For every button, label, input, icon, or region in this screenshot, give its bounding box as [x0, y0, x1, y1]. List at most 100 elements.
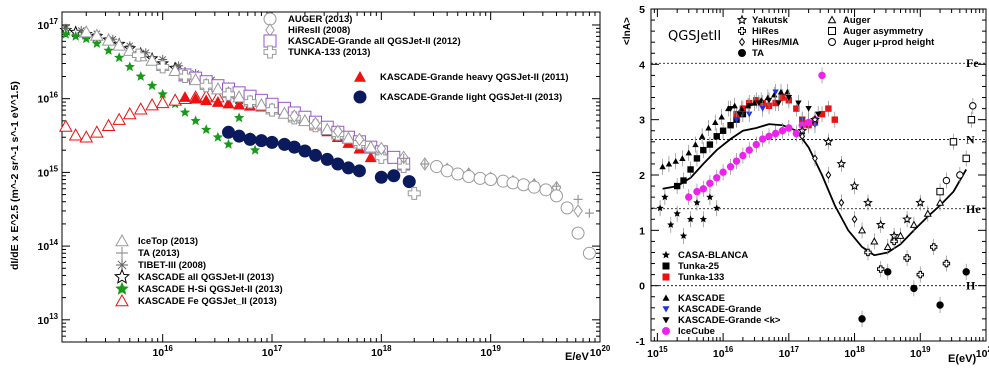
yakutsk-point [863, 197, 873, 207]
legend-entry: IceCube [678, 326, 715, 337]
flux-plot-frame [61, 11, 601, 343]
kascade-grande-light-qgsjet-ii-2013-point [387, 169, 401, 183]
tunka-133-2013-point [178, 69, 192, 83]
icetop-2013-point [79, 25, 94, 38]
kascade-h-si-qgsjet-ii-2013-point [114, 52, 125, 63]
auger-2013-point [560, 201, 574, 215]
tibet-iii-2008-point [174, 61, 184, 71]
icetop-2013-point [112, 38, 127, 51]
kascade-h-si-qgsjet-ii-2013-point [81, 33, 92, 44]
kascade-h-si-qgsjet-ii-2013-point [124, 61, 135, 72]
icecube-point [778, 127, 787, 135]
lnA-plot-frame [650, 8, 987, 342]
kascade-grande-heavy-qgsjet-ii-2011-point [364, 151, 377, 163]
kascade-grande-heavy-qgsjet-ii-2011-point [233, 98, 246, 110]
legend-marker [738, 49, 746, 57]
tunka-25-point [680, 177, 687, 184]
legend-marker [115, 293, 129, 307]
hires-point [877, 265, 885, 273]
kascade-grande-light-qgsjet-ii-2013-point [254, 134, 268, 148]
kascade-fe-qgsjet-ii-2013-point [145, 98, 159, 111]
legend-marker [662, 262, 670, 270]
kascade-fe-qgsjet-ii-2013-point [58, 119, 73, 132]
y-tick-label: 0 [639, 281, 645, 293]
flux-y-axis-label: dI/dE x E^2.5 (m^-2 sr^-1 s^-1 eV^1.5) [9, 81, 21, 270]
legend-marker [828, 27, 836, 35]
legend-marker [738, 37, 746, 47]
legend-marker [662, 250, 670, 259]
icetop-2013-point [90, 28, 104, 41]
casa-blanca-point [673, 209, 681, 217]
kascade-fe-qgsjet-ii-2013-point [101, 118, 116, 132]
legend-entry: Tunka-25 [678, 261, 720, 272]
model-label: QGSJetII [668, 29, 721, 44]
legend-entry: TIBET-III (2008) [138, 260, 206, 271]
legend-marker [828, 38, 836, 46]
kascade-grande-k-point [815, 111, 822, 118]
legend-marker [662, 327, 670, 335]
tunka-133-point [818, 110, 826, 118]
ta-2013-point [420, 159, 430, 169]
icecube-point [745, 146, 753, 154]
legend-entry: TUNKA-133 (2013) [288, 47, 370, 58]
ta-point [884, 268, 892, 276]
kascade-point [718, 113, 725, 120]
tunka-25-point [706, 141, 714, 148]
auger-2013-point [451, 167, 465, 181]
kascade-point [705, 124, 712, 131]
kascade-grande-point [759, 106, 766, 112]
lnA-panel: -1 0 1 2 3 4 5 1015 1016 1017 1018 1019 1020 Fe N He H E… [622, 4, 989, 365]
kascade-point [698, 133, 706, 139]
legend-marker [265, 23, 275, 37]
kascade-grande-k-point [736, 111, 744, 118]
kascade-grande-k-point [795, 100, 802, 107]
legend-marker [662, 306, 670, 313]
kascade-grande-k-point [785, 94, 793, 101]
auger-asymmetry-point [962, 154, 970, 163]
kascade-grande-light-qgsjet-ii-2013-point [243, 132, 257, 146]
legend-entry: HiRes [752, 26, 779, 37]
auger-point [870, 237, 879, 245]
auger-asymmetry-point [967, 115, 976, 124]
kascade-h-si-qgsjet-ii-2013-point [60, 28, 71, 39]
legend-entry: CASA-BLANCA [678, 250, 748, 261]
auger-2013-point [571, 226, 585, 240]
casa-blanca-point [661, 193, 669, 201]
icetop-2013-point [232, 90, 246, 103]
hires-mia-point [799, 132, 806, 141]
tunka-133-2013-point [243, 95, 257, 109]
lnA-data-markers [656, 67, 977, 327]
y-tick-label: 3 [639, 115, 645, 127]
y-tick-label: 5 [639, 4, 645, 16]
icecube-point [771, 129, 780, 138]
x-tick-label: 1020 [976, 345, 989, 360]
y-tick-label: 4 [639, 59, 645, 71]
kascade-h-si-qgsjet-ii-2013-point [190, 115, 201, 126]
kascade-h-si-qgsjet-ii-2013-point [201, 124, 212, 134]
icecube-point [706, 179, 714, 188]
kascade-grande-k-point [746, 103, 753, 110]
hires-mia-point [851, 215, 858, 224]
tunka-25-point [687, 166, 694, 173]
legend-marker [115, 281, 129, 295]
auger-point [883, 242, 892, 250]
kascade-h-si-qgsjet-ii-2013-point [179, 107, 191, 117]
kascade-fe-qgsjet-ii-2013-point [122, 106, 137, 120]
icecube-point [713, 174, 721, 182]
kascade-point [672, 157, 679, 164]
tunka-25-point [693, 155, 701, 162]
auger-2013-point [527, 180, 541, 194]
kascade-h-si-qgsjet-ii-2013-point [234, 112, 245, 123]
tibet-iii-2008-point [141, 48, 151, 58]
kascade-grande-heavy-qgsjet-ii-2011-point [222, 97, 235, 109]
tunka-25-point [713, 133, 720, 140]
icecube-point [804, 118, 813, 127]
icecube-point [719, 168, 727, 176]
kascade-fe-qgsjet-ii-2013-point [90, 125, 104, 138]
icecube-point [765, 132, 773, 140]
y-tick-label: -1 [636, 336, 645, 348]
kascade-h-si-qgsjet-ii-2013-point [146, 80, 158, 91]
legend-marker [662, 294, 670, 301]
yakutsk-point [823, 136, 834, 146]
tunka-133-point [772, 99, 779, 107]
